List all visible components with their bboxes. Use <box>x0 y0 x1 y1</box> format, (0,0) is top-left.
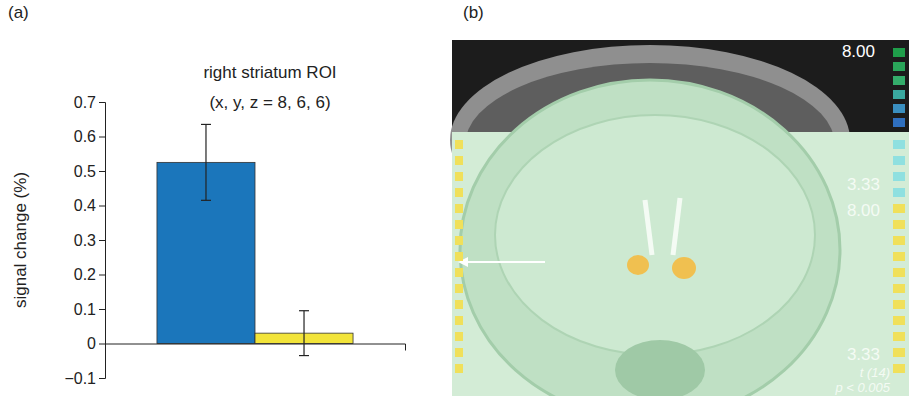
colorbar-swatch <box>893 204 905 213</box>
y-tick-mark <box>99 378 105 379</box>
y-tick-mark <box>99 206 105 207</box>
panel-a: −0.1 0 0.1 0.2 0.3 0.4 0.5 0.6 0.7 <box>64 94 405 387</box>
y-tick-label: 0.2 <box>74 266 96 283</box>
colorbar-swatch <box>893 188 905 197</box>
y-tick-mark <box>99 240 105 241</box>
colorbar-label: t (14) <box>860 365 890 380</box>
y-tick: 0 <box>87 335 105 352</box>
y-tick-mark <box>99 102 105 103</box>
error-bar-cap <box>201 124 211 125</box>
colorbar-swatch <box>455 284 463 293</box>
error-bar-cap <box>299 310 309 311</box>
colorbar-swatch <box>455 156 463 165</box>
colorbar-swatch <box>455 332 463 341</box>
y-axis-title: signal change (%) <box>11 172 30 308</box>
error-bar-cap <box>299 355 309 356</box>
colorbar-swatch <box>455 220 463 229</box>
y-tick-mark <box>99 137 105 138</box>
y-axis-line <box>99 103 106 379</box>
y-tick: 0.7 <box>74 94 105 111</box>
colorbar-swatch <box>893 76 905 85</box>
activation-left <box>627 255 649 275</box>
colorbar-swatch <box>893 172 905 181</box>
colorbar-swatch <box>893 332 905 341</box>
brain <box>495 115 815 355</box>
colorbar-swatch <box>893 316 905 325</box>
colorbar-swatch <box>455 188 463 197</box>
colorbar-swatch <box>455 300 463 309</box>
y-tick: 0.2 <box>74 266 105 283</box>
x-axis-line <box>106 344 406 351</box>
y-tick: 0.1 <box>74 301 105 318</box>
colorbar-swatch <box>893 348 905 357</box>
y-tick-mark <box>99 275 105 276</box>
colorbar-swatch <box>893 140 905 149</box>
y-tick-label: 0.1 <box>74 301 96 318</box>
error-bar-stem <box>303 311 304 356</box>
colorbar-swatch <box>893 300 905 309</box>
y-tick: −0.1 <box>64 370 105 387</box>
y-tick-label: 0.3 <box>74 232 96 249</box>
y-tick-label: 0.4 <box>74 197 96 214</box>
colorbar-swatch <box>893 268 905 277</box>
y-tick-label: 0.6 <box>74 128 96 145</box>
colorbar-swatch <box>893 104 905 113</box>
y-tick-label: 0.5 <box>74 163 96 180</box>
subtitle: (x, y, z = 8, 6, 6) <box>209 93 330 112</box>
colorbar-swatch <box>455 364 463 373</box>
panel-label: (a) <box>8 3 29 22</box>
colorbar-swatch <box>455 140 463 149</box>
colorbar-swatch <box>455 268 463 277</box>
colorbar-swatch <box>893 220 905 229</box>
colorbar-label: 3.33 <box>847 345 880 364</box>
colorbar-label: p < 0.005 <box>834 380 890 395</box>
colorbar-label: 8.00 <box>847 201 880 220</box>
x-axis <box>106 344 406 351</box>
colorbar-swatch <box>893 90 905 99</box>
y-tick: 0.5 <box>74 163 105 180</box>
colorbar-swatch <box>455 252 463 261</box>
y-tick-label: 0 <box>87 335 96 352</box>
colorbar-swatch <box>893 252 905 261</box>
panel-label: (b) <box>463 3 484 22</box>
y-axis: −0.1 0 0.1 0.2 0.3 0.4 0.5 0.6 0.7 <box>64 94 105 387</box>
y-tick-mark <box>99 344 105 345</box>
error-bar-stem <box>205 124 206 200</box>
panel-b <box>450 40 909 396</box>
colorbar-swatch <box>893 284 905 293</box>
colorbar-swatch <box>893 236 905 245</box>
colorbar-swatch <box>455 172 463 181</box>
colorbar-swatch <box>455 316 463 325</box>
error-bar-cap <box>201 200 211 201</box>
ventricles <box>645 198 680 255</box>
colorbar-label: 3.33 <box>847 175 880 194</box>
y-tick: 0.4 <box>74 197 105 214</box>
y-tick-label: −0.1 <box>64 370 96 387</box>
colorbar-swatch <box>893 62 905 71</box>
y-tick-mark <box>99 309 105 310</box>
arrow-shaft <box>462 261 545 263</box>
figure: −0.1 0 0.1 0.2 0.3 0.4 0.5 0.6 0.7 right striatum… <box>0 0 909 396</box>
y-tick: 0.3 <box>74 232 105 249</box>
y-tick-label: 0.7 <box>74 94 96 111</box>
colorbar-swatch <box>455 348 463 357</box>
colorbar-swatch <box>455 236 463 245</box>
colorbar-swatch <box>893 364 905 373</box>
error-bar <box>299 311 309 356</box>
error-bar <box>201 124 211 200</box>
colorbar-swatch <box>893 156 905 165</box>
y-tick-mark <box>99 171 105 172</box>
colorbar-swatch <box>893 48 905 57</box>
brainstem <box>615 340 705 396</box>
activation-right <box>672 257 696 279</box>
colorbar-swatch <box>893 118 905 127</box>
plot-area <box>157 124 353 355</box>
colorbar-label: 8.00 <box>842 42 875 61</box>
colorbar-swatch <box>455 204 463 213</box>
head <box>460 80 840 396</box>
y-tick: 0.6 <box>74 128 105 145</box>
title: right striatum ROI <box>203 63 336 82</box>
